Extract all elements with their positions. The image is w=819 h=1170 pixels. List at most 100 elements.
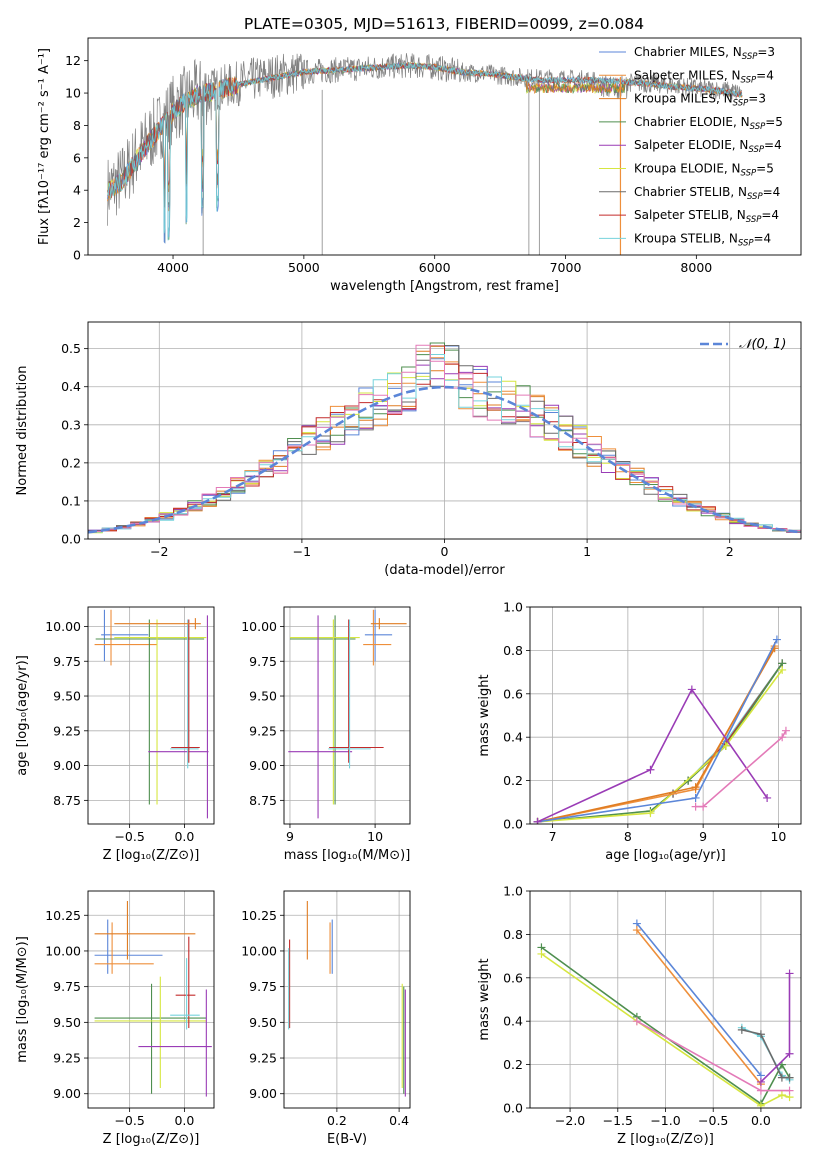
x-axis-label: wavelength [Angstrom, rest frame] — [330, 279, 559, 294]
y-tick-label: 9.75 — [53, 654, 81, 669]
weight-series-line — [537, 639, 778, 823]
y-tick-label: 10.00 — [241, 619, 277, 634]
y-tick-label: 1.0 — [503, 884, 523, 899]
x-tick-label: 8000 — [680, 260, 712, 275]
y-tick-label: 9.25 — [53, 1051, 81, 1066]
x-tick-label: 4000 — [157, 260, 189, 275]
x-tick-label: −1 — [293, 544, 311, 559]
legend-entry-tail: =3 — [757, 45, 775, 59]
x-tick-label: −2.0 — [555, 1113, 585, 1128]
legend-entry-tail: =5 — [756, 162, 774, 176]
y-tick-label: 10.00 — [241, 943, 277, 958]
plot-area-spectrum — [107, 53, 743, 255]
weight-point-marker — [785, 969, 794, 978]
weight-point-marker — [756, 1077, 765, 1086]
y-tick-label: 9.50 — [249, 1015, 277, 1030]
panel-mass_vs_Z: −0.5 0.0 9.00 9.25 9.50 9.75 10.00 10.25 Z [log₁… — [15, 890, 215, 1147]
legend-subscript: SSP — [746, 215, 762, 225]
y-tick-label: 9.00 — [249, 1086, 277, 1101]
x-axis-label: Z [log₁₀(Z/Z⊙)] — [103, 848, 200, 863]
plot-area-massweight_vs_Z — [537, 919, 794, 1108]
panel-residuals: −2 −1 0 1 2 0.0 0.1 0.2 0.3 0.4 0.5 (data-model)/er… — [15, 321, 802, 578]
legend-entry: 𝒩(0, 1) — [739, 337, 786, 352]
spectrum-model-line — [107, 62, 743, 241]
x-tick-label: 0 — [441, 544, 449, 559]
y-tick-label: 0.2 — [61, 455, 81, 470]
y-axis-label: Normed distribution — [15, 366, 30, 496]
y-tick-label: 0.2 — [503, 773, 523, 788]
plot-area-massweight_vs_age — [533, 635, 790, 824]
axes-frame — [87, 890, 215, 1109]
plot-area-age_vs_mass — [288, 609, 407, 819]
legend-subscript: SSP — [750, 122, 766, 132]
y-tick-label: 0.2 — [503, 1057, 523, 1072]
y-tick-label: 9.50 — [249, 689, 277, 704]
y-axis-label: age [log₁₀(age/yr)] — [15, 655, 30, 776]
gaussian-curve — [88, 385, 801, 534]
weight-point-marker — [756, 1101, 765, 1108]
weight-series-line — [672, 662, 783, 795]
weight-point-marker — [777, 1073, 786, 1082]
weight-series-line — [695, 730, 787, 808]
legend-entry-tail: =3 — [748, 92, 766, 106]
legend-entry: Kroupa STELIB, NSSP=4 — [634, 231, 771, 248]
y-tick-label: 9.50 — [53, 689, 81, 704]
x-tick-label: 5000 — [288, 260, 320, 275]
y-tick-label: 9.75 — [53, 979, 81, 994]
weight-series-line — [537, 662, 783, 823]
y-tick-label: 0.4 — [61, 379, 81, 394]
legend-subscript: SSP — [741, 169, 757, 179]
legend-entry: Salpeter STELIB, NSSP=4 — [634, 208, 779, 225]
legend-entry-tail: =4 — [756, 68, 774, 82]
weight-point-marker — [533, 817, 542, 824]
legend-entry-tail: =4 — [761, 208, 779, 222]
x-tick-label: 10 — [770, 829, 786, 844]
x-tick-label: −0.5 — [114, 829, 144, 844]
legend-subscript: SSP — [738, 238, 754, 248]
y-tick-label: 0.0 — [503, 817, 523, 832]
panel-spectrum: 4000 5000 6000 7000 8000 0 2 4 6 8 10 12 wavelength … — [37, 37, 802, 294]
figure-title: PLATE=0305, MJD=51613, FIBERID=0099, z=0… — [244, 15, 644, 33]
panel-mass_vs_EBV: 0.2 0.4 9.00 9.25 9.50 9.75 10.00 10.25 E(B-V) — [241, 890, 411, 1147]
x-axis-label: age [log₁₀(age/yr)] — [605, 848, 726, 863]
y-tick-label: 4 — [73, 183, 81, 198]
x-tick-label: 6000 — [419, 260, 451, 275]
weight-series-line — [537, 669, 783, 823]
axes-frame — [87, 606, 215, 825]
y-axis-label: mass [log₁₀(M/M⊙)] — [15, 936, 30, 1063]
y-axis-label: Flux [fλ10⁻¹⁷ erg cm⁻² s⁻¹ A⁻¹] — [37, 48, 52, 245]
weight-point-marker — [756, 1030, 765, 1039]
y-tick-label: 0.0 — [61, 532, 81, 547]
weight-point-marker — [763, 793, 772, 802]
weight-point-marker — [785, 1086, 794, 1095]
weight-point-marker — [537, 949, 546, 958]
y-axis-label: mass weight — [477, 958, 492, 1040]
weight-series-line — [537, 647, 776, 823]
panel-age_vs_mass: 9 10 8.75 9.00 9.25 9.50 9.75 10.00 mass [log₁₀(… — [241, 606, 411, 863]
y-tick-label: 9.50 — [53, 1015, 81, 1030]
axes-frame — [87, 321, 802, 540]
x-tick-label: −0.5 — [698, 1113, 728, 1128]
weight-point-marker — [699, 802, 708, 811]
weight-point-marker — [691, 802, 700, 811]
x-axis-label: mass [log₁₀(M/M⊙)] — [284, 848, 411, 863]
weight-point-marker — [772, 635, 781, 644]
x-tick-label: 0.0 — [174, 1113, 194, 1128]
plot-area-residuals — [88, 342, 801, 534]
panel-age_vs_Z: −0.5 0.0 8.75 9.00 9.25 9.50 9.75 10.00 Z [log₁₀… — [15, 606, 215, 863]
weight-point-marker — [684, 776, 693, 785]
y-tick-label: 0.8 — [503, 927, 523, 942]
y-tick-label: 9.00 — [53, 1086, 81, 1101]
legend-entry-tail: =4 — [763, 185, 781, 199]
x-axis-label: Z [log₁₀(Z/Z⊙)] — [103, 1132, 200, 1147]
x-tick-label: 10 — [367, 829, 383, 844]
y-tick-label: 10.00 — [45, 943, 81, 958]
weight-point-marker — [646, 809, 655, 818]
axes-frame — [283, 890, 411, 1109]
plot-area-mass_vs_Z — [94, 900, 212, 1097]
weight-point-marker — [778, 665, 787, 674]
x-tick-label: 0.0 — [751, 1113, 771, 1128]
y-tick-label: 8 — [73, 118, 81, 133]
legend-subscript: SSP — [741, 75, 757, 85]
weight-point-marker — [632, 926, 641, 935]
